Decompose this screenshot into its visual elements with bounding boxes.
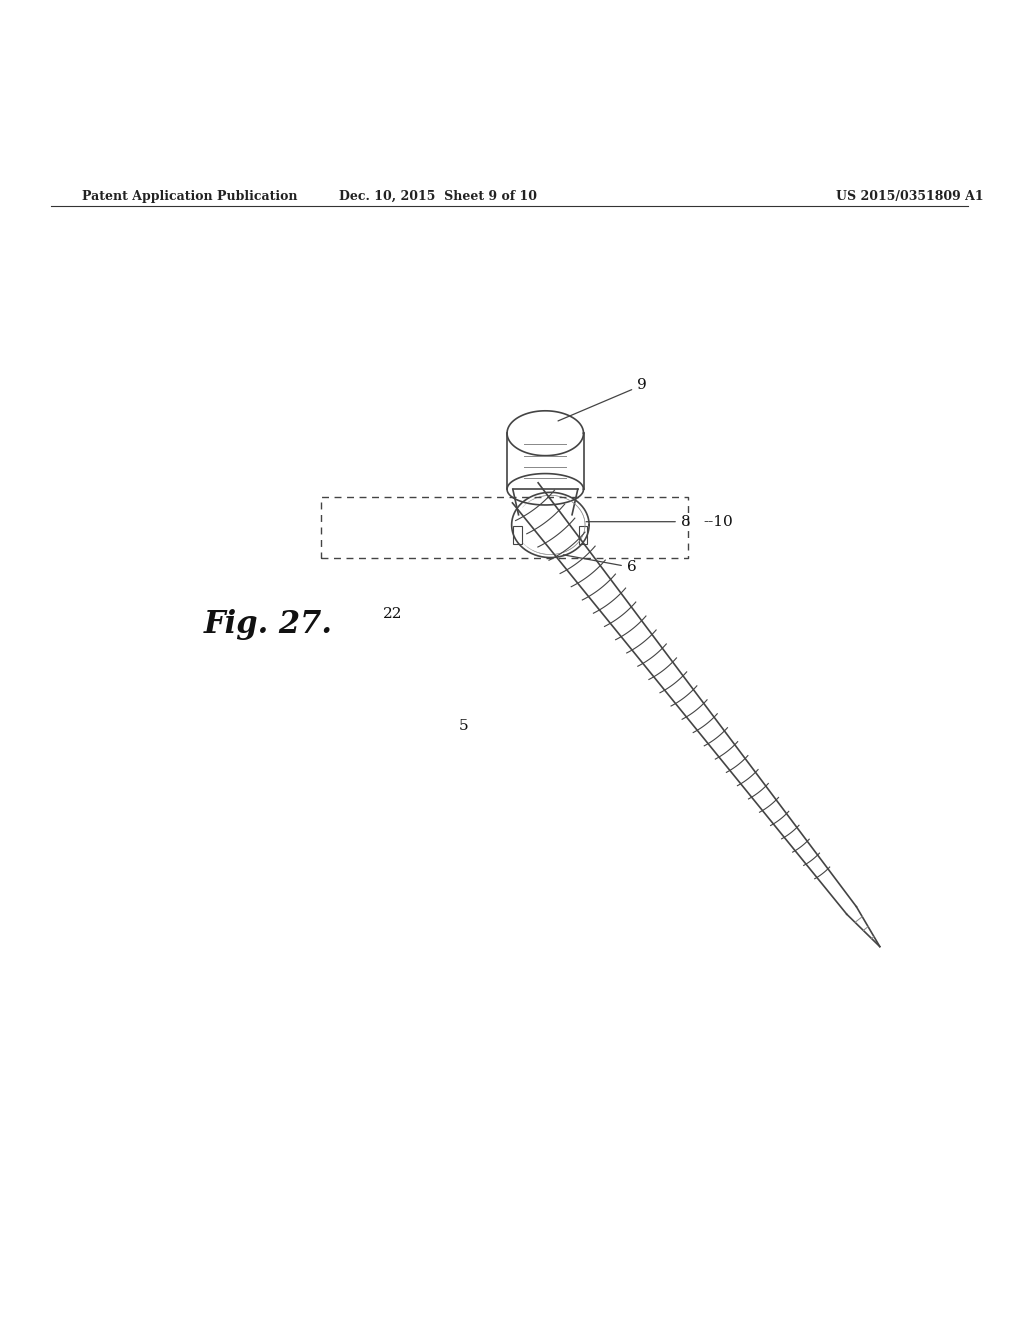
FancyBboxPatch shape	[513, 525, 521, 544]
Text: 9: 9	[558, 379, 647, 421]
Text: US 2015/0351809 A1: US 2015/0351809 A1	[836, 190, 983, 203]
Text: 6: 6	[563, 554, 637, 574]
Text: Patent Application Publication: Patent Application Publication	[82, 190, 297, 203]
Text: 22: 22	[383, 607, 402, 622]
Text: --10: --10	[703, 515, 733, 529]
Text: Dec. 10, 2015  Sheet 9 of 10: Dec. 10, 2015 Sheet 9 of 10	[339, 190, 538, 203]
Text: 8: 8	[586, 515, 690, 529]
Text: Fig. 27.: Fig. 27.	[204, 609, 333, 640]
Text: 5: 5	[459, 719, 469, 733]
FancyBboxPatch shape	[580, 525, 588, 544]
